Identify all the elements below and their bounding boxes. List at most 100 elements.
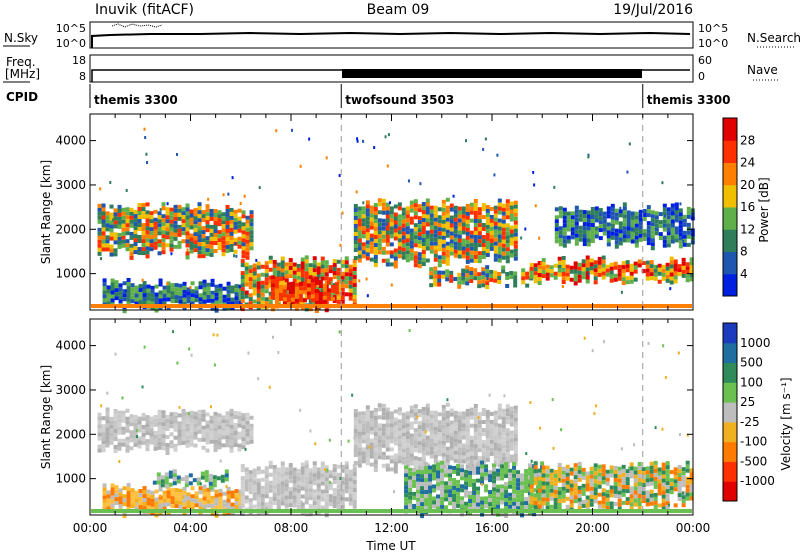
data-cell [441, 424, 446, 429]
data-cell [197, 421, 202, 426]
data-cell [121, 410, 126, 415]
data-cell [221, 224, 226, 229]
data-cell [637, 474, 642, 479]
data-cell [316, 286, 321, 291]
data-cell [177, 441, 182, 446]
data-cell [336, 271, 341, 276]
data-cell [138, 497, 143, 502]
data-cell [197, 246, 202, 251]
data-cell [218, 504, 223, 509]
data-cell [133, 238, 138, 243]
data-cell [157, 429, 162, 434]
data-cell [493, 213, 498, 218]
data-cell [512, 481, 517, 486]
data-cell [445, 225, 450, 230]
velocity-colorbar-label: Velocity [m s⁻¹] [779, 377, 793, 470]
data-cell [344, 272, 349, 277]
data-cell [185, 415, 190, 420]
data-cell [457, 246, 462, 251]
data-cell [405, 246, 410, 251]
data-cell [516, 502, 521, 507]
data-cell [413, 243, 418, 248]
data-cell [248, 474, 253, 479]
data-cell [217, 413, 222, 418]
data-cell [593, 268, 598, 273]
data-cell [193, 220, 198, 225]
data-cell [244, 499, 249, 504]
data-cell [421, 455, 426, 460]
speckle-point [225, 484, 228, 488]
data-cell [573, 495, 578, 500]
data-cell [138, 296, 143, 301]
data-cell [513, 208, 518, 213]
data-cell [669, 486, 674, 491]
data-cell [484, 488, 489, 493]
data-cell [268, 500, 273, 505]
data-cell [185, 423, 190, 428]
data-cell [237, 208, 242, 213]
data-cell [193, 236, 198, 241]
data-cell [457, 238, 462, 243]
data-cell [653, 476, 658, 481]
data-cell [308, 307, 313, 312]
data-cell [618, 225, 623, 230]
speckle-point [633, 229, 636, 233]
data-cell [545, 473, 550, 478]
data-cell [645, 490, 650, 495]
data-cell [497, 218, 502, 223]
data-cell [328, 277, 333, 282]
data-cell [260, 489, 265, 494]
data-cell [638, 237, 643, 242]
data-cell [565, 488, 570, 493]
data-cell [405, 423, 410, 428]
data-cell [393, 457, 398, 462]
data-cell [413, 420, 418, 425]
speckle-point [178, 405, 181, 409]
data-cell [440, 464, 445, 469]
data-cell [489, 246, 494, 251]
data-cell [369, 442, 374, 447]
data-cell [637, 482, 642, 487]
speckle-point [342, 281, 345, 285]
data-cell [501, 416, 506, 421]
data-cell [433, 454, 438, 459]
data-cell [240, 291, 245, 296]
data-cell [185, 443, 190, 448]
data-cell [270, 283, 275, 288]
data-cell [405, 431, 410, 436]
data-cell [682, 242, 687, 247]
data-cell [493, 209, 498, 214]
data-cell [117, 208, 122, 213]
data-cell [221, 435, 226, 440]
data-cell [193, 224, 198, 229]
data-cell [282, 297, 287, 302]
nsearch-tick-top: 10^5 [698, 22, 728, 35]
data-cell [332, 472, 337, 477]
speckle-point [619, 206, 622, 210]
data-cell [322, 287, 327, 292]
data-cell [597, 504, 602, 509]
data-cell [500, 492, 505, 497]
data-cell [200, 471, 205, 476]
data-cell [428, 501, 433, 506]
data-cell [606, 210, 611, 215]
data-cell [192, 478, 197, 483]
colorbar-swatch [723, 342, 737, 364]
data-cell [397, 202, 402, 207]
data-cell [413, 464, 418, 469]
data-cell [444, 473, 449, 478]
data-cell [121, 231, 126, 236]
data-cell [122, 297, 127, 302]
data-cell [162, 301, 167, 306]
data-cell [621, 281, 626, 286]
data-cell [606, 206, 611, 211]
data-cell [593, 479, 598, 484]
data-cell [312, 272, 317, 277]
data-cell [537, 496, 542, 501]
data-cell [401, 255, 406, 260]
data-cell [296, 500, 301, 505]
data-cell [389, 415, 394, 420]
data-cell [201, 214, 206, 219]
data-cell [425, 435, 430, 440]
data-cell [369, 237, 374, 242]
